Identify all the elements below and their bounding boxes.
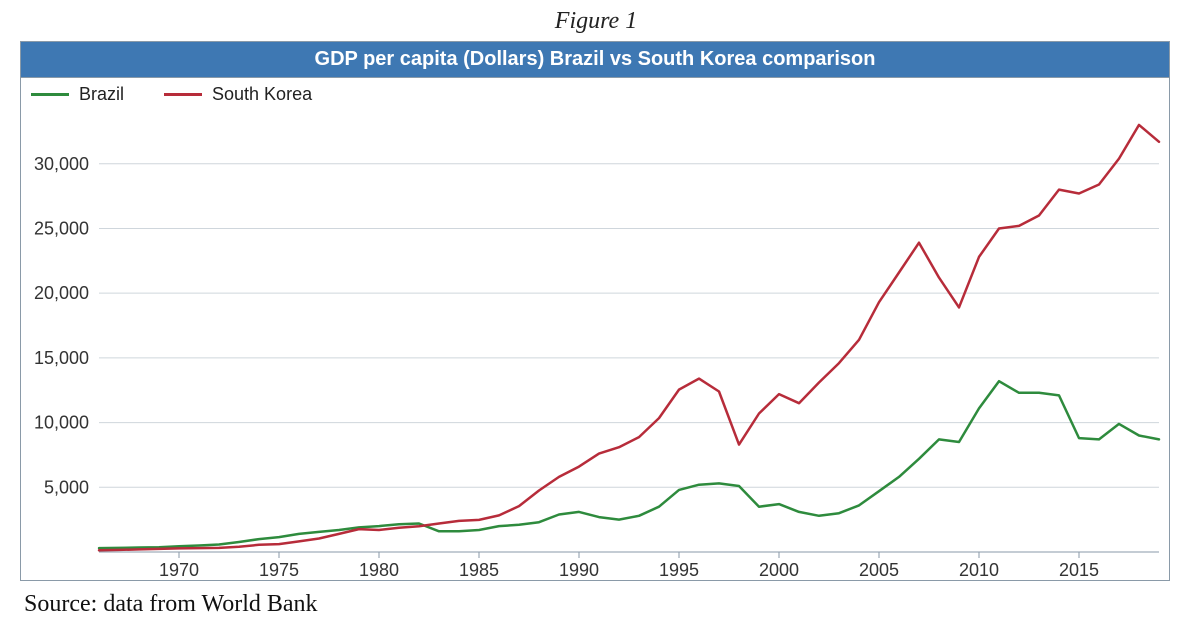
- figure-container: Figure 1 GDP per capita (Dollars) Brazil…: [0, 0, 1192, 639]
- x-tick-label: 1990: [559, 560, 599, 580]
- chart-frame: GDP per capita (Dollars) Brazil vs South…: [20, 41, 1170, 581]
- figure-caption: Figure 1: [20, 8, 1172, 35]
- x-tick-label: 1975: [259, 560, 299, 580]
- series-line-south-korea: [99, 125, 1159, 550]
- chart-plot-area: 5,000 10,000 15,000 20,000 25,000 30,000 1970 1…: [21, 108, 1169, 580]
- legend-item-brazil: Brazil: [31, 84, 124, 105]
- chart-title-bar: GDP per capita (Dollars) Brazil vs South…: [21, 42, 1169, 78]
- y-tick-label: 25,000: [34, 218, 89, 238]
- x-tick-label: 1995: [659, 560, 699, 580]
- y-tick-label: 15,000: [34, 348, 89, 368]
- x-tick-label: 2000: [759, 560, 799, 580]
- x-tick-label: 1980: [359, 560, 399, 580]
- legend-label-south-korea: South Korea: [212, 84, 312, 105]
- legend-swatch-brazil: [31, 93, 69, 96]
- y-tick-label: 10,000: [34, 413, 89, 433]
- x-tick-label: 2005: [859, 560, 899, 580]
- x-tick-label: 2010: [959, 560, 999, 580]
- chart-legend: Brazil South Korea: [21, 78, 1169, 105]
- y-tick-label: 20,000: [34, 283, 89, 303]
- x-tick-label: 1985: [459, 560, 499, 580]
- series-line-brazil: [99, 381, 1159, 548]
- source-citation: Source: data from World Bank: [24, 591, 1172, 618]
- y-tick-label: 5,000: [44, 477, 89, 497]
- x-tick-label: 2015: [1059, 560, 1099, 580]
- x-tick-label: 1970: [159, 560, 199, 580]
- legend-label-brazil: Brazil: [79, 84, 124, 105]
- chart-svg: 5,000 10,000 15,000 20,000 25,000 30,000 1970 1…: [21, 108, 1169, 580]
- chart-title-text: GDP per capita (Dollars) Brazil vs South…: [315, 48, 876, 70]
- y-tick-label: 30,000: [34, 154, 89, 174]
- legend-swatch-south-korea: [164, 93, 202, 96]
- legend-item-south-korea: South Korea: [164, 84, 312, 105]
